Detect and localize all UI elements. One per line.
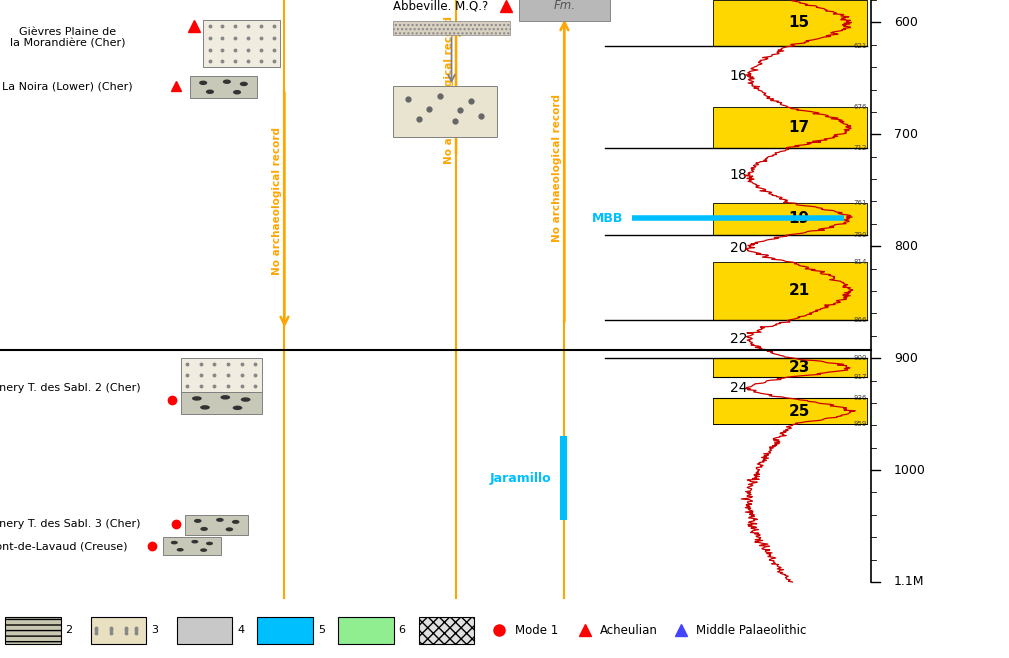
Bar (393, 21, 511, 35)
Text: 1.1M: 1.1M (894, 576, 924, 588)
Bar (190, 76, 257, 99)
Bar (713, 262, 867, 320)
Text: 900: 900 (854, 355, 867, 361)
Ellipse shape (232, 520, 239, 524)
Text: Middle Palaeolithic: Middle Palaeolithic (696, 624, 806, 637)
Bar (338, 617, 394, 644)
Text: Fm.: Fm. (553, 0, 575, 12)
Text: No archaeological record: No archaeological record (552, 94, 562, 242)
Text: 1000: 1000 (894, 464, 926, 476)
Ellipse shape (233, 90, 241, 95)
Text: 20: 20 (730, 241, 748, 255)
Text: 5: 5 (318, 625, 325, 636)
Text: 621: 621 (854, 43, 867, 49)
Bar (185, 515, 248, 535)
Bar (177, 617, 232, 644)
Bar (162, 537, 221, 555)
Text: 600: 600 (894, 16, 918, 29)
Text: 22: 22 (730, 332, 748, 346)
Text: Acheulian: Acheulian (600, 624, 658, 637)
Bar (5, 617, 61, 644)
Bar (713, 358, 867, 377)
Text: 712: 712 (854, 145, 867, 151)
Text: 15: 15 (789, 15, 810, 30)
Bar (393, 86, 496, 137)
Text: 2: 2 (66, 625, 73, 636)
Ellipse shape (200, 405, 210, 410)
Text: 17: 17 (789, 120, 810, 135)
Text: 936: 936 (854, 395, 867, 401)
Bar (713, 0, 867, 46)
Bar (257, 617, 313, 644)
Ellipse shape (206, 89, 214, 94)
Text: 790: 790 (854, 232, 867, 238)
Bar (713, 203, 867, 235)
Bar (181, 392, 262, 414)
Text: Gièvres Plaine de
la Morandière (Cher): Gièvres Plaine de la Morandière (Cher) (10, 27, 125, 49)
Bar (419, 617, 474, 644)
Text: Jaramillo: Jaramillo (489, 472, 551, 485)
Bar (91, 617, 146, 644)
Ellipse shape (199, 80, 207, 85)
Ellipse shape (171, 541, 178, 544)
Ellipse shape (177, 548, 184, 551)
Ellipse shape (201, 527, 208, 531)
Text: 761: 761 (854, 199, 867, 205)
Ellipse shape (192, 396, 202, 401)
Text: Pont-de-Lavaud (Creuse): Pont-de-Lavaud (Creuse) (0, 541, 128, 551)
Bar (181, 358, 262, 392)
Text: Mode 1: Mode 1 (515, 624, 558, 637)
Text: 16: 16 (730, 69, 748, 83)
Text: 4: 4 (237, 625, 244, 636)
Text: 23: 23 (788, 360, 810, 375)
Text: 18: 18 (730, 168, 748, 182)
Ellipse shape (194, 519, 202, 523)
Ellipse shape (216, 518, 224, 522)
Ellipse shape (226, 527, 233, 532)
Bar (520, 0, 609, 21)
Text: No archaeological record: No archaeological record (444, 16, 454, 164)
Text: Abbeville. M.Q.?: Abbeville. M.Q.? (393, 0, 488, 12)
Text: 700: 700 (894, 128, 918, 141)
Text: 866: 866 (854, 317, 867, 323)
Text: 814: 814 (854, 259, 867, 265)
Ellipse shape (200, 548, 207, 552)
Ellipse shape (192, 540, 199, 544)
Text: No archaeological record: No archaeological record (272, 128, 283, 276)
Bar (203, 20, 279, 67)
Text: 24: 24 (730, 382, 748, 395)
Text: 900: 900 (894, 351, 918, 365)
Text: MBB: MBB (591, 212, 624, 225)
Ellipse shape (220, 395, 230, 399)
Text: 959: 959 (854, 421, 867, 427)
Bar (560, 436, 567, 520)
Bar (713, 399, 867, 424)
Text: Lunery T. des Sabl. 3 (Cher): Lunery T. des Sabl. 3 (Cher) (0, 519, 140, 529)
Bar (713, 107, 867, 148)
Ellipse shape (233, 405, 242, 410)
Text: Lunery T. des Sabl. 2 (Cher): Lunery T. des Sabl. 2 (Cher) (0, 384, 140, 393)
Text: 3: 3 (151, 625, 158, 636)
Ellipse shape (206, 542, 213, 545)
Text: 6: 6 (399, 625, 406, 636)
Text: 917: 917 (854, 374, 867, 380)
Text: 800: 800 (894, 240, 918, 253)
Ellipse shape (223, 80, 231, 84)
Ellipse shape (240, 82, 248, 86)
Text: 676: 676 (854, 105, 867, 111)
Text: 21: 21 (789, 284, 810, 299)
Text: 19: 19 (789, 211, 810, 226)
Text: 25: 25 (788, 404, 810, 418)
Ellipse shape (241, 397, 250, 402)
Text: La Noira (Lower) (Cher): La Noira (Lower) (Cher) (2, 81, 133, 91)
